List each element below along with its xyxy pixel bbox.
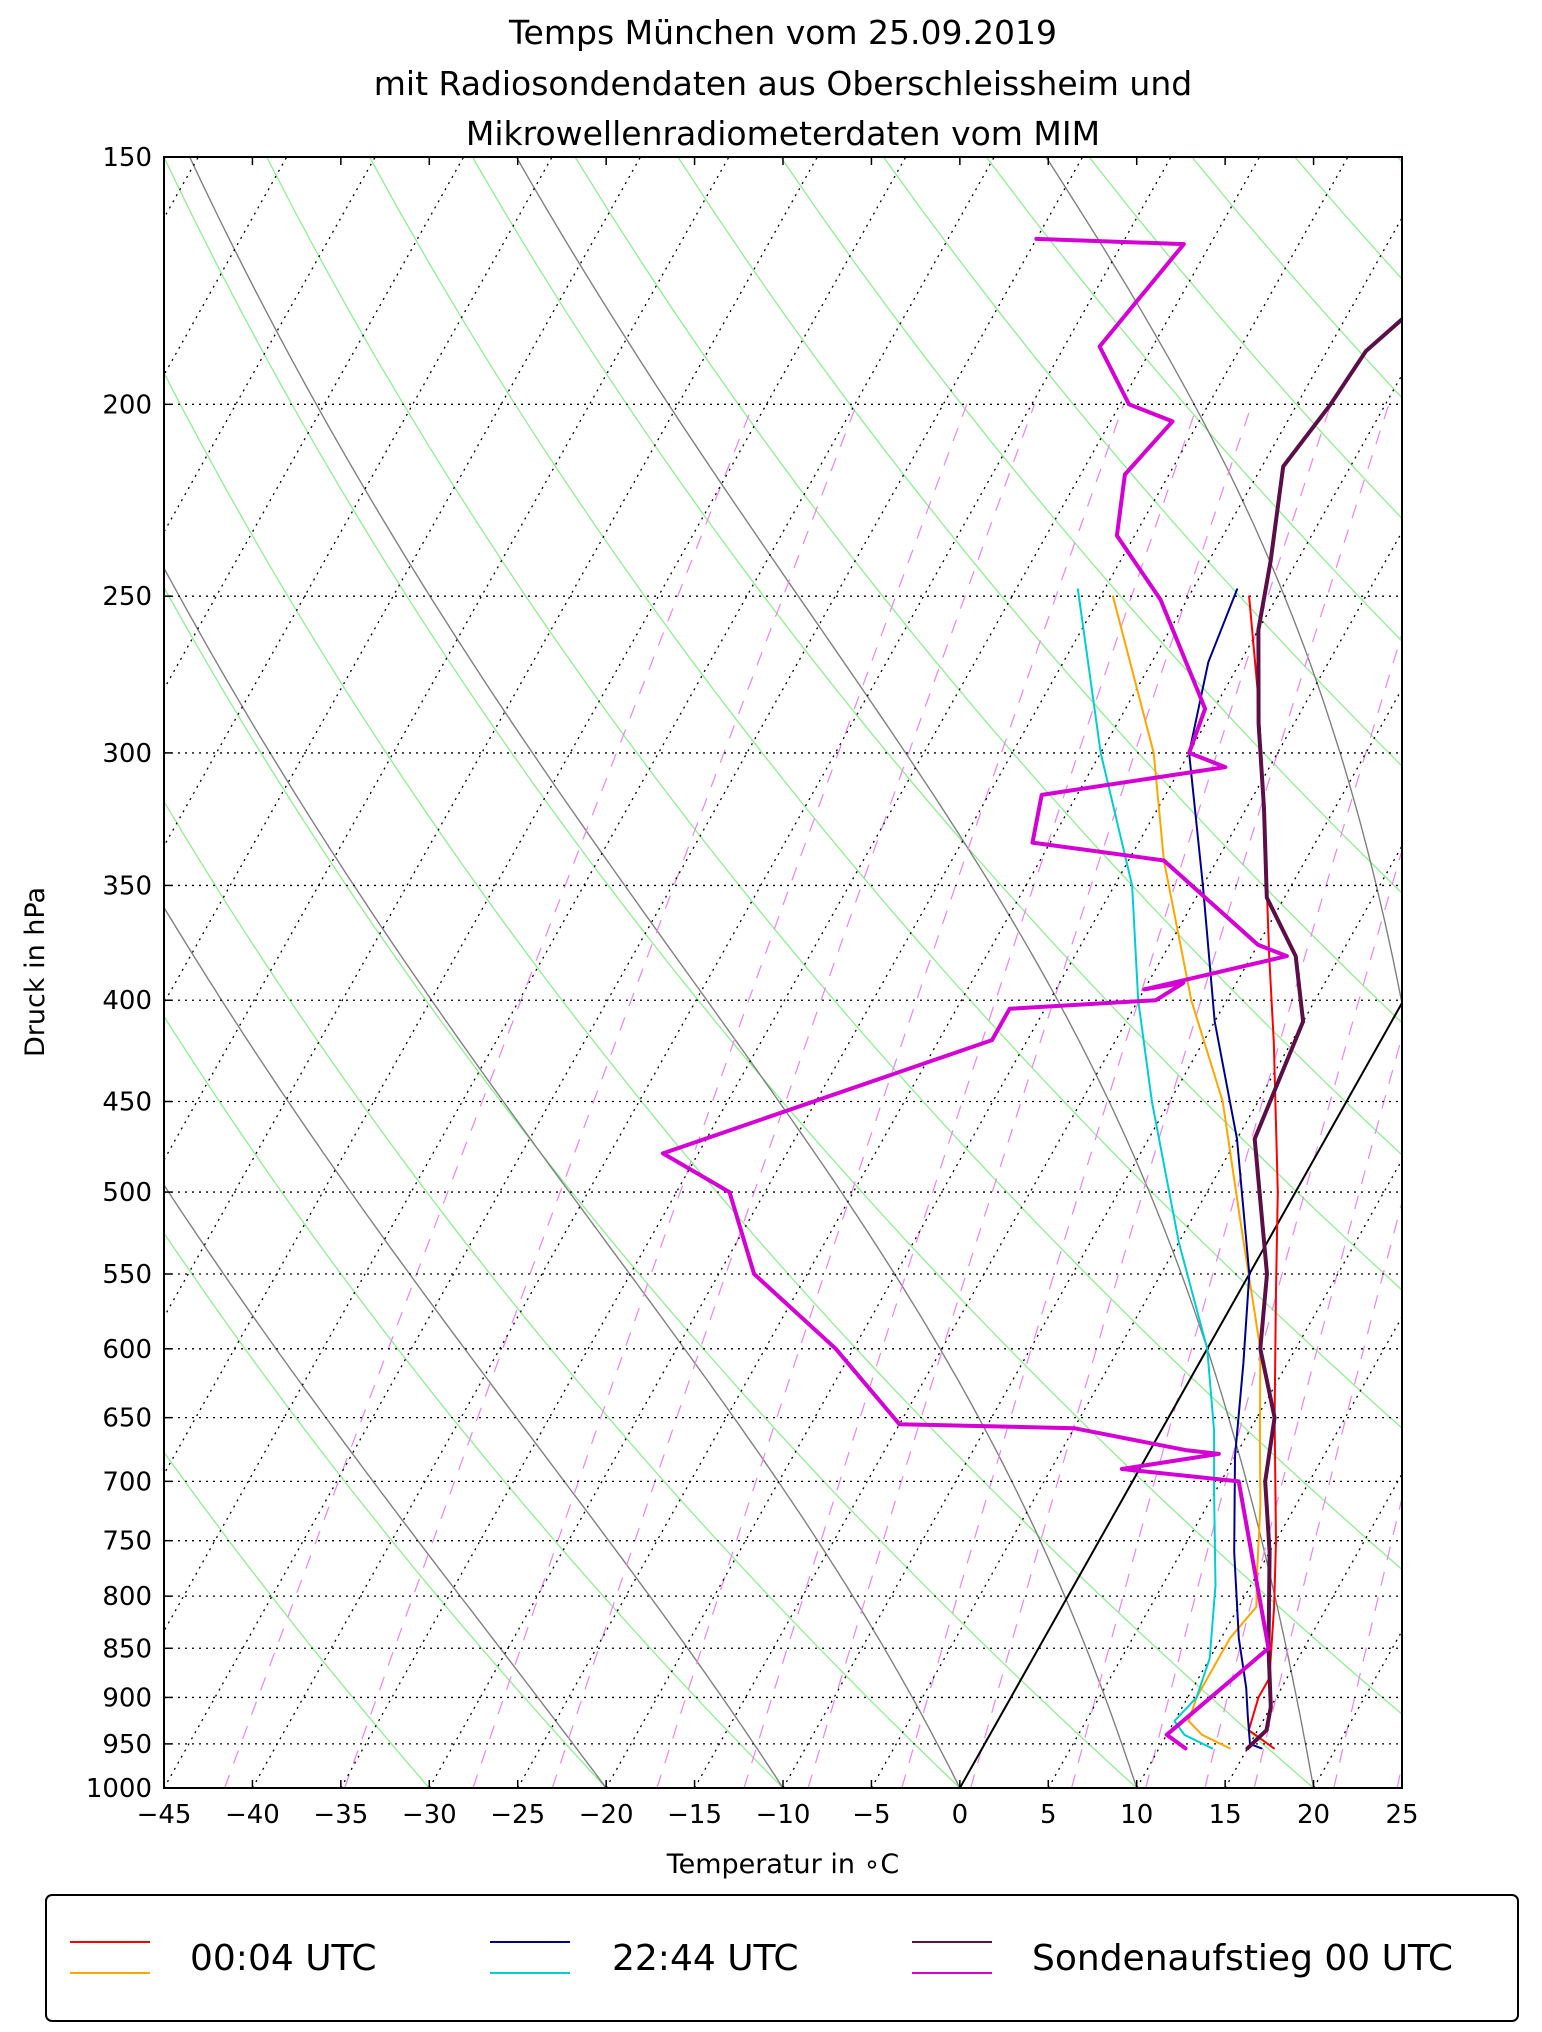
- y-tick-label: 700: [102, 1467, 152, 1497]
- title-line-1: Temps München vom 25.09.2019: [508, 13, 1057, 52]
- series-line-2: [1188, 588, 1263, 1750]
- x-tick-label: −5: [852, 1800, 890, 1830]
- dry-adiabat: [164, 1015, 784, 1788]
- reference-lines: [0, 157, 1542, 1788]
- legend: 00:04 UTC 22:44 UTC Sondenaufstieg 00 UT…: [45, 1894, 1519, 2022]
- dry-adiabat: [1397, 157, 1402, 163]
- dry-adiabat: [164, 157, 1402, 1716]
- x-tick-label: −25: [490, 1800, 545, 1830]
- y-tick-label: 900: [102, 1683, 152, 1713]
- x-tick-label: −20: [579, 1800, 634, 1830]
- mixing-ratio-line: [656, 404, 1125, 1788]
- title-line-3: Mikrowellenradiometerdaten vom MIM: [466, 114, 1100, 153]
- legend-entry-2244: 22:44 UTC: [490, 1938, 799, 1979]
- dry-adiabat: [164, 1451, 430, 1788]
- y-tick-label: 250: [102, 582, 152, 612]
- y-tick-label: 450: [102, 1088, 152, 1118]
- dry-adiabat: [164, 1231, 607, 1788]
- y-tick-label: 550: [102, 1260, 152, 1290]
- y-tick-label: 800: [102, 1582, 152, 1612]
- isotherm: [1490, 157, 1542, 1788]
- dry-adiabat: [164, 586, 1138, 1788]
- x-tick-label: −35: [313, 1800, 368, 1830]
- x-axis: −45 −40 −35 −30 −25 −20 −15 −10 −5 0 5 10 15 20 25: [137, 157, 1419, 1830]
- y-tick-label: 850: [102, 1634, 152, 1664]
- x-tick-label: −15: [667, 1800, 722, 1830]
- mixing-ratio-line: [1253, 1199, 1402, 1788]
- chart-title: Temps München vom 25.09.2019 mit Radioso…: [374, 13, 1192, 153]
- moist-adiabat: [189, 157, 1138, 1788]
- series-line-1: [1111, 595, 1262, 1750]
- legend-label-0004: 00:04 UTC: [190, 1938, 377, 1979]
- isotherm: [0, 157, 110, 1788]
- y-tick-label: 350: [102, 871, 152, 901]
- x-tick-label: −10: [756, 1800, 811, 1830]
- dry-adiabat: [164, 371, 1315, 1788]
- y-tick-label: 750: [102, 1527, 152, 1557]
- dry-adiabat: [266, 157, 1402, 1571]
- data-series: [660, 236, 1402, 1751]
- moist-adiabat: [164, 906, 784, 1788]
- moist-adiabat: [164, 566, 961, 1788]
- dry-adiabat: [471, 157, 1402, 1291]
- series-line-4: [1245, 316, 1402, 1751]
- legend-label-2244: 22:44 UTC: [612, 1938, 799, 1979]
- legend-label-sonde: Sondenaufstieg 00 UTC: [1032, 1938, 1453, 1979]
- y-tick-label: 300: [102, 739, 152, 769]
- dry-adiabat: [882, 157, 1402, 767]
- y-tick-label: 200: [102, 390, 152, 420]
- x-tick-label: 15: [1209, 1800, 1242, 1830]
- y-tick-label: 1000: [86, 1774, 152, 1804]
- mixing-ratio-line: [1450, 404, 1542, 1788]
- x-tick-label: 10: [1120, 1800, 1153, 1830]
- y-tick-label: 650: [102, 1404, 152, 1434]
- plot-background: [164, 157, 1402, 1788]
- title-line-2: mit Radiosondendaten aus Oberschleisshei…: [374, 64, 1192, 103]
- moist-adiabat: [164, 1183, 607, 1788]
- x-tick-label: 25: [1385, 1800, 1418, 1830]
- x-axis-label: Temperatur in ∘C: [666, 1849, 900, 1880]
- legend-entry-sonde: Sondenaufstieg 00 UTC: [912, 1938, 1453, 1979]
- series-line-5: [660, 236, 1289, 1751]
- mixing-ratio-line: [551, 404, 1036, 1788]
- y-tick-label: 500: [102, 1178, 152, 1208]
- isotherm: [0, 157, 21, 1788]
- x-tick-label: −30: [402, 1800, 457, 1830]
- moist-adiabat: [1045, 157, 1402, 1007]
- zero-isotherm: [958, 1000, 1402, 1788]
- x-tick-label: 5: [1040, 1800, 1057, 1830]
- mixing-ratio-line: [472, 404, 968, 1788]
- dry-adiabat: [677, 157, 1402, 1024]
- mixing-ratio-line: [1396, 1762, 1402, 1788]
- y-tick-label: 950: [102, 1730, 152, 1760]
- y-tick-label: 600: [102, 1335, 152, 1365]
- dry-adiabat: [780, 157, 1402, 895]
- dry-adiabat: [1500, 157, 1542, 1788]
- mixing-ratio-line: [344, 404, 858, 1788]
- mixing-ratio-line: [1204, 1034, 1402, 1788]
- x-tick-label: 0: [952, 1800, 969, 1830]
- dry-adiabat: [574, 157, 1402, 1156]
- y-tick-label: 150: [102, 143, 152, 173]
- y-axis-label: Druck in hPa: [20, 887, 51, 1057]
- mixing-ratio-line: [807, 404, 1253, 1788]
- moist-adiabat: [515, 157, 1315, 1788]
- y-axis: 150 200 250 300 350 400 450 500 550 600 650 700 750 8…: [86, 143, 172, 1804]
- mixing-ratio-line: [1071, 632, 1402, 1788]
- x-tick-label: 20: [1297, 1800, 1330, 1830]
- series-line-3: [1076, 588, 1217, 1750]
- x-tick-label: −40: [225, 1800, 280, 1830]
- isotherm: [1401, 1786, 1402, 1788]
- x-tick-label: −45: [137, 1800, 192, 1830]
- y-tick-label: 400: [102, 986, 152, 1016]
- legend-box: [45, 1894, 1519, 2022]
- legend-entry-0004: 00:04 UTC: [70, 1938, 377, 1979]
